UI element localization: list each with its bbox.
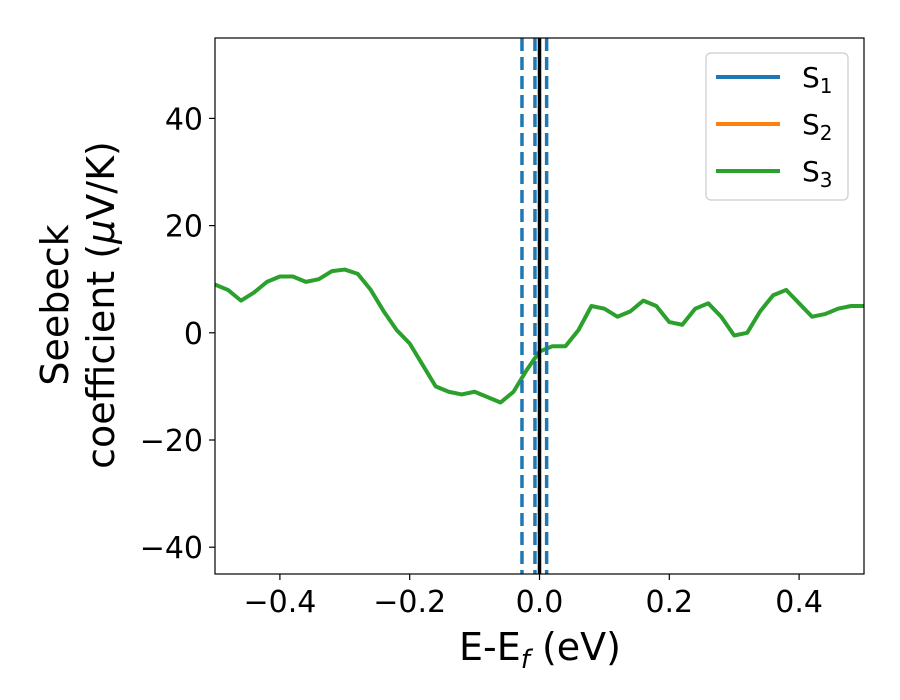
y-tick-label: 40 xyxy=(165,102,203,137)
x-tick-label: 0.4 xyxy=(775,585,823,620)
legend-box xyxy=(705,52,849,201)
y-tick-label: −40 xyxy=(140,531,203,566)
y-tick-label: −20 xyxy=(140,424,203,459)
y-tick-label: 0 xyxy=(184,317,203,352)
x-tick-label: 0.2 xyxy=(645,585,693,620)
y-tick-label: 20 xyxy=(165,210,203,245)
x-tick-label: −0.4 xyxy=(243,585,316,620)
legend-entry-S2: S2 xyxy=(802,108,833,145)
y-axis-label-line1: Seebeck xyxy=(33,224,77,385)
x-tick-label: −0.2 xyxy=(373,585,446,620)
legend-entry-S1: S1 xyxy=(802,61,833,98)
legend: S1 S2 S3 xyxy=(705,52,849,201)
plot-area xyxy=(215,38,864,574)
y-axis-label: Seebeck coefficient (μV/K) xyxy=(33,141,123,469)
x-axis-label: E-Ef (eV) xyxy=(459,625,621,675)
axis-ticks: −0.4 −0.2 0.0 0.2 0.4 −40 −20 0 20 40 xyxy=(140,102,823,620)
x-tick-label: 0.0 xyxy=(516,585,564,620)
y-axis-label-line2: coefficient (μV/K) xyxy=(79,141,123,469)
legend-entry-S3: S3 xyxy=(802,155,833,192)
